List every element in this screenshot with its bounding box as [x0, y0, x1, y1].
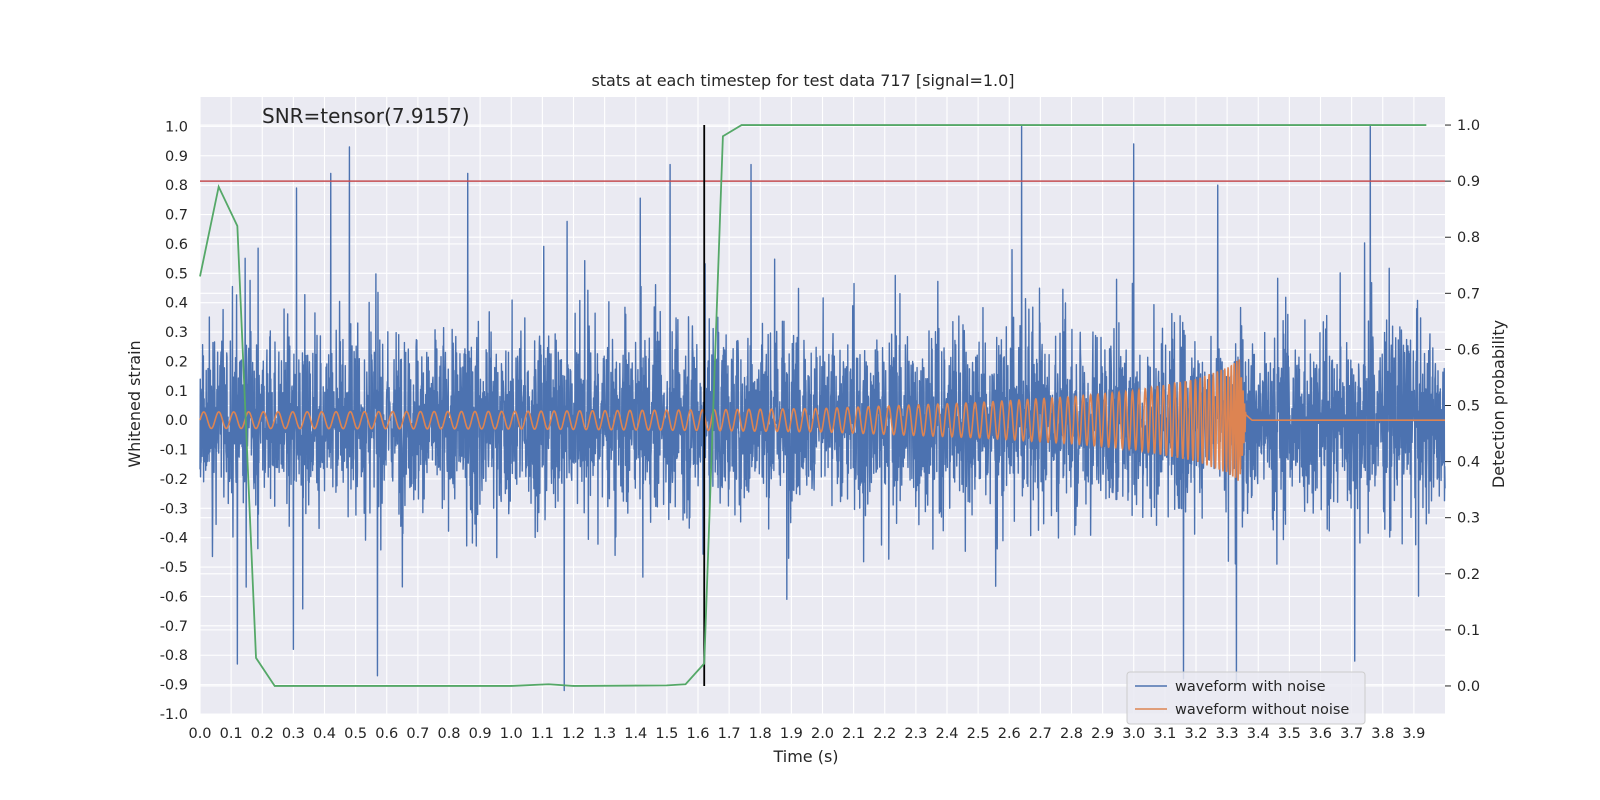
x-tick-label: 1.1	[531, 726, 554, 742]
x-tick-label: 3.9	[1402, 726, 1425, 742]
x-tick-label: 2.8	[1060, 726, 1083, 742]
y-tick-label: 1.0	[165, 119, 188, 135]
x-axis-ticks: 0.0 0.1 0.2 0.3 0.4 0.5 0.6 0.7 0.8 0.9 1.0 1.1 1.2 1…	[188, 726, 1425, 742]
y2-tick-label: 0.3	[1457, 511, 1480, 527]
y2-tick-label: 0.9	[1457, 174, 1480, 190]
x-tick-label: 3.3	[1216, 726, 1239, 742]
y-tick-label: 0.5	[165, 266, 188, 282]
y-axis-label: Whitened strain	[125, 340, 144, 467]
x-tick-label: 0.9	[469, 726, 492, 742]
x-tick-label: 1.0	[500, 726, 523, 742]
x-tick-label: 0.0	[188, 726, 211, 742]
y-tick-label: 0.9	[165, 149, 188, 165]
y-tick-label: -0.1	[160, 443, 188, 459]
y-tick-label: 0.2	[165, 354, 188, 370]
x-axis-label: Time (s)	[772, 747, 838, 766]
y-tick-label: 0.3	[165, 325, 188, 341]
x-tick-label: 1.3	[593, 726, 616, 742]
x-tick-label: 1.9	[780, 726, 803, 742]
x-tick-label: 3.0	[1122, 726, 1145, 742]
y-tick-label: -0.2	[160, 472, 188, 488]
y-tick-label: 0.1	[165, 384, 188, 400]
legend-label-clean: waveform without noise	[1175, 702, 1349, 718]
y2-tick-label: 0.6	[1457, 342, 1480, 358]
x-tick-label: 2.4	[935, 726, 958, 742]
x-tick-label: 2.5	[967, 726, 990, 742]
y2-tick-label: 0.2	[1457, 567, 1480, 583]
legend-box	[1126, 671, 1366, 725]
y2-tick-label: 0.0	[1457, 679, 1480, 695]
chart-title: stats at each timestep for test data 717…	[591, 71, 1014, 90]
series-detection-probability	[199, 124, 1427, 687]
y2-tick-label: 0.7	[1457, 286, 1480, 302]
x-tick-label: 1.8	[749, 726, 772, 742]
x-tick-label: 0.1	[220, 726, 243, 742]
y2-tick-label: 1.0	[1457, 118, 1480, 134]
x-tick-label: 3.5	[1278, 726, 1301, 742]
x-tick-label: 0.4	[313, 726, 336, 742]
y2-tick-label: 0.1	[1457, 623, 1480, 639]
x-tick-label: 2.7	[1029, 726, 1052, 742]
y-tick-label: -0.7	[160, 619, 188, 635]
y2-tick-label: 0.8	[1457, 230, 1480, 246]
y-tick-label: -0.8	[160, 648, 188, 664]
x-tick-label: 0.5	[344, 726, 367, 742]
y2-tick-label: 0.5	[1457, 399, 1480, 415]
x-tick-label: 3.6	[1309, 726, 1332, 742]
x-tick-label: 2.9	[1091, 726, 1114, 742]
x-tick-label: 0.2	[251, 726, 274, 742]
x-tick-label: 1.4	[624, 726, 647, 742]
x-tick-label: 2.3	[904, 726, 927, 742]
x-tick-label: 2.0	[811, 726, 834, 742]
x-tick-label: 0.3	[282, 726, 305, 742]
x-tick-label: 0.8	[437, 726, 460, 742]
x-tick-label: 1.5	[655, 726, 678, 742]
y2-tick-label: 0.4	[1457, 455, 1480, 471]
x-tick-label: 0.6	[375, 726, 398, 742]
y-tick-label: 0.0	[165, 413, 188, 429]
x-tick-label: 1.7	[718, 726, 741, 742]
y-axis-ticks: 1.0 0.9 0.8 0.7 0.6 0.5 0.4 0.3 0.2 0.1 0.0 -0.1 -0.…	[160, 119, 188, 723]
legend-label-noisy: waveform with noise	[1175, 679, 1326, 695]
y-tick-label: -1.0	[160, 707, 188, 723]
x-tick-label: 1.2	[562, 726, 585, 742]
x-tick-label: 2.1	[842, 726, 865, 742]
y-tick-label: 0.8	[165, 178, 188, 194]
series-waveform-without-noise	[199, 359, 1445, 481]
detection-probability-line	[199, 124, 1427, 687]
y-tick-label: -0.5	[160, 560, 188, 576]
y-tick-label: -0.9	[160, 678, 188, 694]
y-tick-label: 0.6	[165, 237, 188, 253]
x-tick-label: 3.7	[1340, 726, 1363, 742]
x-tick-label: 2.2	[873, 726, 896, 742]
x-tick-label: 3.1	[1153, 726, 1176, 742]
x-tick-label: 0.7	[406, 726, 429, 742]
x-tick-label: 2.6	[998, 726, 1021, 742]
x-tick-label: 3.4	[1247, 726, 1270, 742]
y2-axis-label: Detection probability	[1489, 320, 1508, 488]
x-tick-label: 3.2	[1184, 726, 1207, 742]
y-tick-label: -0.4	[160, 531, 188, 547]
clean-waveform-line	[199, 359, 1445, 481]
y-tick-label: -0.3	[160, 501, 188, 517]
y-tick-label: 0.4	[165, 296, 188, 312]
y-tick-label: -0.6	[160, 589, 188, 605]
snr-annotation: SNR=tensor(7.9157)	[262, 104, 470, 128]
y2-axis-ticks: 1.0 0.9 0.8 0.7 0.6 0.5 0.4 0.3 0.2 0.1 0.0	[1445, 118, 1480, 695]
x-tick-label: 3.8	[1371, 726, 1394, 742]
legend: waveform with noise waveform without noi…	[1126, 671, 1366, 725]
x-tick-label: 1.6	[686, 726, 709, 742]
y-tick-label: 0.7	[165, 208, 188, 224]
